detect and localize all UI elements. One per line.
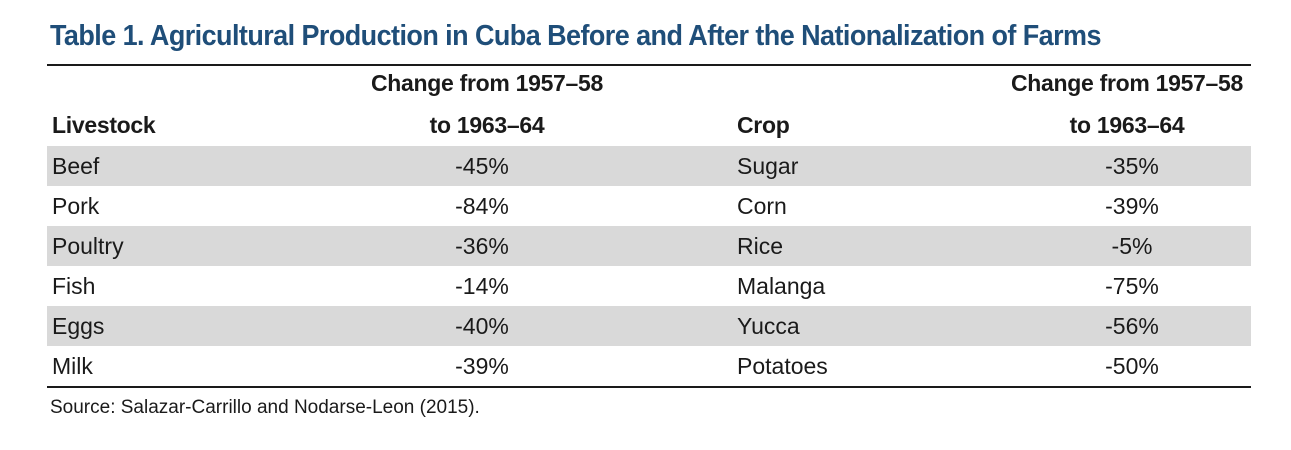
header-crop-change-line2: to 1963–64 <box>1069 112 1185 138</box>
table-row: Pork -84% Corn -39% <box>47 186 1251 226</box>
livestock-change-cell: -14% <box>455 273 509 299</box>
crop-change-cell: -35% <box>1105 153 1159 179</box>
header-livestock-change-line2: to 1963–64 <box>429 112 545 138</box>
livestock-change-cell: -36% <box>455 233 509 259</box>
livestock-change-cell: -84% <box>455 193 509 219</box>
crop-cell: Yucca <box>737 313 800 339</box>
crop-cell: Sugar <box>737 153 799 179</box>
livestock-cell: Milk <box>52 353 93 379</box>
table-row: Milk -39% Potatoes -50% <box>47 346 1251 386</box>
header-livestock: Livestock <box>52 112 156 138</box>
livestock-change-cell: -40% <box>455 313 509 339</box>
crop-cell: Rice <box>737 233 784 259</box>
crop-cell: Potatoes <box>737 353 828 379</box>
table-row: Poultry -36% Rice -5% <box>47 226 1251 266</box>
crop-change-cell: -39% <box>1105 193 1159 219</box>
crop-change-cell: -5% <box>1111 233 1153 259</box>
table-title: Table 1. Agricultural Production in Cuba… <box>50 20 1101 52</box>
livestock-cell: Poultry <box>52 233 124 259</box>
crop-change-cell: -56% <box>1105 313 1159 339</box>
livestock-cell: Eggs <box>52 313 105 339</box>
header-crop-change-line1: Change from 1957–58 <box>1010 70 1244 96</box>
livestock-cell: Beef <box>52 153 100 179</box>
crop-change-cell: -50% <box>1105 353 1159 379</box>
table-row: Fish -14% Malanga -75% <box>47 266 1251 306</box>
livestock-change-cell: -45% <box>455 153 509 179</box>
source-note: Source: Salazar-Carrillo and Nodarse-Leo… <box>50 397 480 418</box>
crop-cell: Malanga <box>737 273 826 299</box>
livestock-cell: Fish <box>52 273 96 299</box>
header-crop: Crop <box>737 112 790 138</box>
table-row: Beef -45% Sugar -35% <box>47 146 1251 186</box>
livestock-cell: Pork <box>52 193 100 219</box>
table-row: Eggs -40% Yucca -56% <box>47 306 1251 346</box>
table-header: Livestock Change from 1957–58 to 1963–64… <box>47 66 1251 146</box>
header-livestock-change-line1: Change from 1957–58 <box>370 70 604 96</box>
crop-cell: Corn <box>737 193 787 219</box>
crop-change-cell: -75% <box>1105 273 1159 299</box>
production-table: Livestock Change from 1957–58 to 1963–64… <box>47 64 1251 388</box>
livestock-change-cell: -39% <box>455 353 509 379</box>
